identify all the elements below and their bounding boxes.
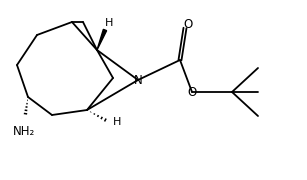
Text: H: H [105, 18, 113, 28]
Text: O: O [187, 86, 196, 98]
Text: N: N [134, 73, 142, 87]
Text: H: H [113, 117, 121, 127]
Text: O: O [183, 17, 192, 30]
Polygon shape [97, 29, 107, 50]
Text: NH₂: NH₂ [13, 125, 35, 138]
